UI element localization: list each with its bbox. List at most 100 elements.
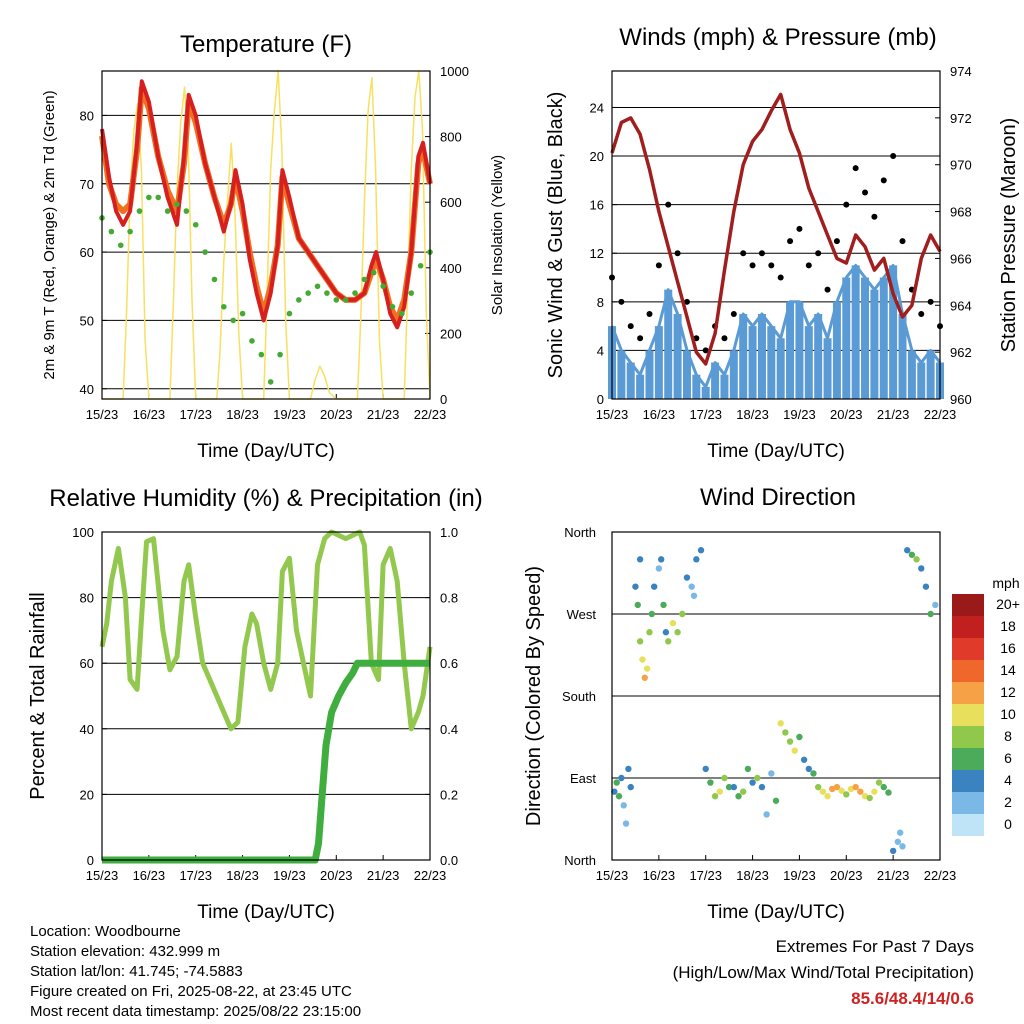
gust-point	[815, 250, 822, 257]
extremes-subtitle: (High/Low/Max Wind/Total Precipitation)	[672, 963, 974, 982]
dewpoint-point	[136, 208, 143, 214]
colorbar-swatch	[952, 594, 984, 616]
direction-point	[744, 765, 752, 773]
plot-border	[611, 70, 941, 400]
direction-point	[843, 791, 850, 798]
direction-point	[634, 601, 641, 609]
colorbar-label: 16	[1000, 640, 1016, 656]
y-tick-label: 40	[80, 722, 94, 737]
colorbar-swatch	[952, 704, 984, 726]
colorbar-swatch	[952, 814, 984, 836]
direction-point	[660, 601, 667, 609]
dewpoint-point	[277, 351, 283, 358]
dewpoint-point	[155, 194, 162, 201]
chart-title: Wind Direction	[700, 484, 856, 511]
colorbar-swatch	[952, 638, 984, 660]
direction-point	[749, 779, 756, 786]
y-tick-label: South	[562, 689, 596, 704]
y2-tick-label: 970	[950, 158, 972, 173]
x-tick-label: 21/23	[877, 868, 910, 883]
gust-point	[852, 165, 859, 172]
plot-border	[611, 531, 941, 861]
dewpoint-point	[342, 297, 349, 303]
y-tick-label: 100	[72, 525, 94, 540]
gust-point	[730, 310, 737, 317]
dewpoint-point	[117, 242, 124, 249]
colorbar-unit: mph	[992, 575, 1019, 591]
gust-point	[655, 262, 662, 269]
gust-point	[646, 310, 653, 317]
direction-point	[927, 610, 934, 618]
x-tick-label: 20/23	[830, 868, 863, 883]
dewpoint-point	[239, 310, 246, 317]
y2-tick-label: 968	[950, 205, 972, 220]
dewpoint-point	[314, 283, 321, 290]
colorbar-swatch	[952, 682, 984, 704]
y2-tick-label: 962	[950, 345, 972, 360]
direction-point	[899, 843, 906, 850]
winds-pressure-panel: Winds (mph) & Pressure (mb) 15/23 16/23 17/…	[545, 24, 1020, 462]
direction-point	[885, 789, 892, 796]
direction-point	[880, 783, 887, 791]
pressure-series-line	[610, 92, 942, 366]
gust-point	[862, 189, 869, 196]
gust-point	[918, 310, 925, 317]
colorbar-swatch	[952, 792, 984, 814]
dewpoint-point	[221, 303, 227, 310]
direction-point	[896, 829, 904, 836]
x-tick-label: 18/23	[736, 868, 769, 883]
direction-point	[627, 783, 634, 791]
colorbar-swatch	[952, 726, 984, 748]
colorbar-label: 4	[1004, 772, 1012, 788]
x-tick-label: 19/23	[783, 868, 816, 883]
gust-point	[871, 213, 878, 220]
gust-point	[899, 238, 906, 245]
dewpoint-point	[370, 269, 377, 276]
direction-point	[871, 788, 878, 795]
direction-point	[669, 619, 677, 627]
direction-point	[814, 783, 822, 791]
direction-point	[777, 720, 784, 727]
y2-tick-label: 960	[950, 392, 972, 407]
x-tick-label: 21/23	[367, 407, 400, 422]
dewpoint-point	[211, 276, 218, 283]
y-tick-label: 12	[590, 246, 604, 261]
direction-point	[615, 793, 623, 800]
direction-point	[819, 788, 827, 795]
gust-point	[665, 201, 672, 208]
x-tick-label: 18/23	[226, 868, 259, 883]
x-tick-label: 15/23	[596, 407, 629, 422]
y2-tick-label: 0.6	[440, 656, 458, 671]
dewpoint-point	[417, 262, 424, 269]
direction-point	[824, 793, 831, 800]
colorbar-swatch	[952, 770, 984, 792]
gust-point	[777, 274, 784, 281]
direction-point	[838, 787, 845, 794]
dewpoint-point	[296, 297, 302, 303]
y-tick-label: 60	[80, 656, 94, 671]
x-tick-label: 16/23	[133, 407, 166, 422]
gust-point	[702, 347, 709, 354]
direction-point	[725, 783, 733, 791]
colorbar-label: 14	[1000, 662, 1016, 678]
x-axis-label: Time (Day/UTC)	[197, 441, 335, 462]
gust-point	[758, 250, 765, 257]
x-tick-label: 22/23	[924, 868, 957, 883]
dewpoint-point	[333, 297, 340, 303]
direction-point	[857, 788, 864, 795]
x-tick-label: 20/23	[830, 407, 863, 422]
x-tick-label: 21/23	[877, 407, 910, 422]
direction-point	[791, 747, 798, 754]
colorbar-label: 6	[1004, 750, 1012, 766]
y2-tick-label: 972	[950, 111, 972, 126]
direction-point	[693, 556, 700, 563]
direction-point	[796, 733, 803, 741]
direction-point	[636, 638, 644, 645]
direction-point	[650, 583, 658, 590]
x-tick-label: 15/23	[86, 868, 119, 883]
gust-point	[796, 225, 803, 232]
x-axis-label: Time (Day/UTC)	[707, 902, 845, 923]
direction-point	[805, 765, 812, 773]
dewpoint-point	[324, 290, 330, 296]
extremes-values: 85.6/48.4/14/0.6	[851, 989, 974, 1008]
